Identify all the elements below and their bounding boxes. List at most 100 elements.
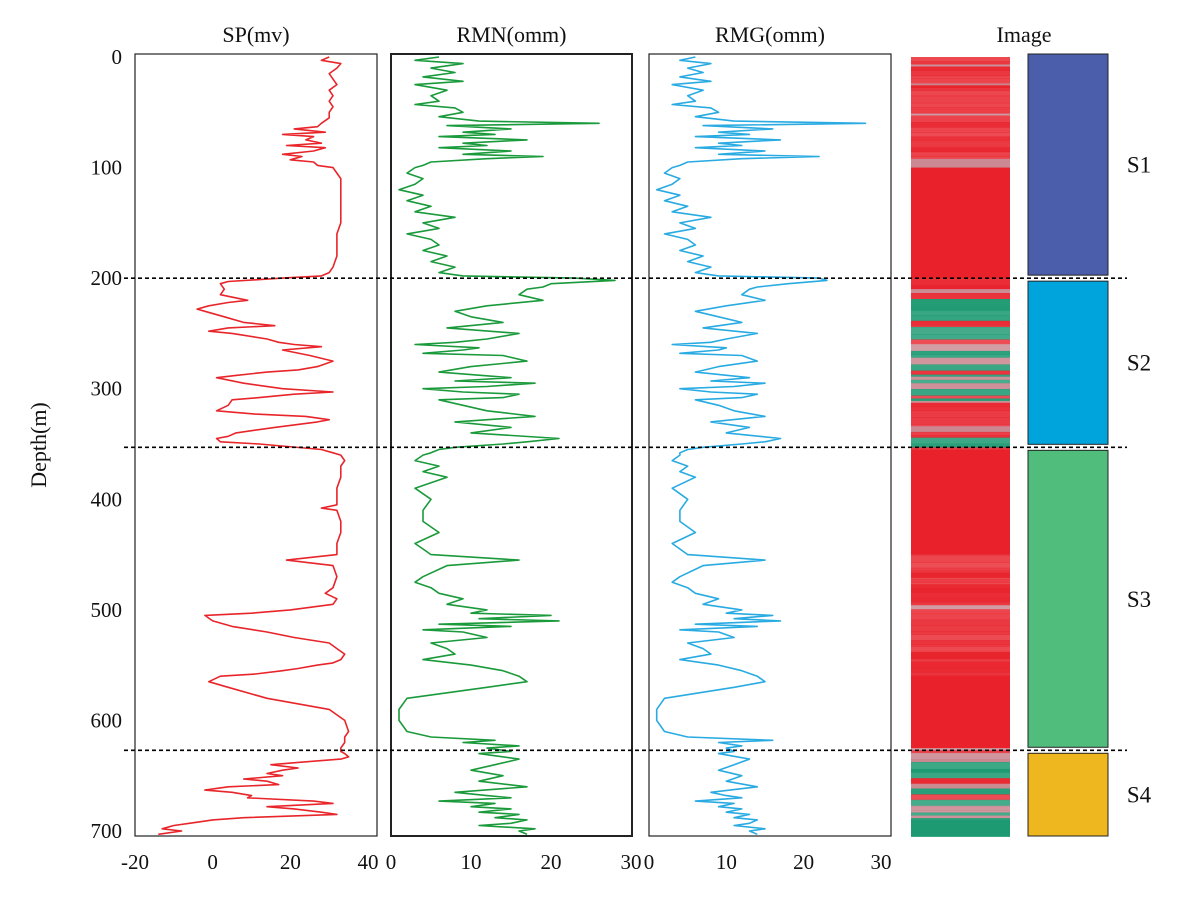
image-stripe	[911, 768, 1010, 773]
image-stripe	[911, 799, 1010, 807]
image-stripe	[911, 374, 1010, 378]
image-stripe	[911, 400, 1010, 404]
image-stripe	[911, 324, 1010, 328]
segment-block-s4	[1027, 752, 1109, 837]
y-tick-label: 300	[91, 377, 123, 401]
image-stripe	[911, 102, 1010, 108]
segment-block-s3	[1027, 449, 1109, 748]
y-tick-label: 400	[91, 487, 123, 511]
image-stripe	[911, 320, 1010, 326]
image-stripe	[911, 810, 1010, 813]
segment-block-s1	[1027, 53, 1109, 276]
image-stripe	[911, 588, 1010, 593]
image-stripe	[911, 625, 1010, 632]
image-stripe	[911, 310, 1010, 316]
image-stripe	[911, 162, 1010, 170]
image-stripe	[911, 402, 1010, 407]
image-stripe	[911, 350, 1010, 356]
segment-label-s2: S2	[1127, 351, 1151, 376]
image-stripe	[911, 306, 1010, 311]
segment-label-s1: S1	[1127, 153, 1151, 178]
track-title-sp: SP(mv)	[222, 22, 289, 47]
y-tick-label: 0	[112, 45, 123, 69]
x-tick-label-rmn: 20	[541, 850, 562, 874]
y-tick-label: 500	[91, 598, 123, 622]
image-stripe	[911, 424, 1010, 427]
image-stripe	[911, 132, 1010, 137]
image-stripe	[911, 668, 1010, 673]
x-tick-label-sp: 0	[207, 850, 218, 874]
x-tick-label-sp: 20	[280, 850, 301, 874]
image-stripe	[911, 127, 1010, 133]
image-stripe	[911, 640, 1010, 645]
image-solid-zone	[911, 819, 1010, 837]
image-stripe	[911, 602, 1010, 606]
image-stripe	[911, 315, 1010, 322]
log-curve-sp	[158, 56, 350, 836]
image-stripe	[911, 555, 1010, 563]
image-stripe	[911, 61, 1010, 65]
image-stripe	[911, 634, 1010, 641]
image-stripe	[911, 759, 1010, 763]
segment-block-s2	[1027, 280, 1109, 445]
log-curve-rmg	[655, 56, 867, 836]
image-stripe	[911, 115, 1010, 123]
image-stripe	[911, 299, 1010, 307]
image-stripe	[911, 64, 1010, 67]
image-stripe	[911, 389, 1010, 396]
image-stripe	[911, 376, 1010, 381]
image-stripe	[911, 364, 1010, 371]
image-stripe	[911, 289, 1010, 294]
image-stripe	[911, 631, 1010, 635]
image-stripe	[911, 398, 1010, 402]
image-stripe	[911, 619, 1010, 626]
x-tick-label-rmg: 20	[793, 850, 814, 874]
image-stripe	[911, 75, 1010, 80]
image-stripe	[911, 379, 1010, 384]
image-stripe	[911, 426, 1010, 433]
track-frame-rmn	[390, 53, 633, 837]
image-solid-zone	[911, 167, 1010, 279]
image-stripe	[911, 57, 1010, 62]
image-stripe	[911, 772, 1010, 779]
image-solid-zone	[911, 449, 1010, 555]
image-stripe	[911, 113, 1010, 116]
image-stripe	[911, 334, 1010, 340]
image-stripe	[911, 406, 1010, 412]
image-stripe	[911, 646, 1010, 653]
image-stripe	[911, 443, 1010, 448]
y-tick-label: 700	[91, 819, 123, 843]
segment-label-s4: S4	[1127, 783, 1152, 808]
image-stripe	[911, 752, 1010, 760]
image-stripe	[911, 613, 1010, 621]
image-stripe	[911, 136, 1010, 141]
image-stripe	[911, 651, 1010, 660]
image-stripe	[911, 592, 1010, 599]
image-stripe	[911, 344, 1010, 352]
image-solid-zone	[911, 676, 1010, 749]
image-stripe	[911, 151, 1010, 157]
image-stripe	[911, 354, 1010, 358]
image-stripe	[911, 85, 1010, 88]
image-stripe	[911, 370, 1010, 375]
image-stripe	[911, 805, 1010, 811]
y-tick-label: 600	[91, 708, 123, 732]
image-stripe	[911, 357, 1010, 365]
image-stripe	[911, 435, 1010, 438]
image-stripe	[911, 140, 1010, 148]
image-stripe	[911, 155, 1010, 160]
image-stripe	[911, 570, 1010, 574]
image-stripe	[911, 605, 1010, 610]
y-tick-label: 200	[91, 266, 123, 290]
image-stripe	[911, 579, 1010, 583]
image-stripe	[911, 672, 1010, 676]
image-stripe	[911, 815, 1010, 819]
image-stripe	[911, 326, 1010, 335]
image-stripe	[911, 609, 1010, 615]
image-stripe	[911, 417, 1010, 425]
image-stripe	[911, 750, 1010, 754]
image-stripe	[911, 383, 1010, 390]
image-stripe	[911, 437, 1010, 444]
track-title-rmn: RMN(omm)	[457, 22, 567, 47]
image-stripe	[911, 83, 1010, 86]
